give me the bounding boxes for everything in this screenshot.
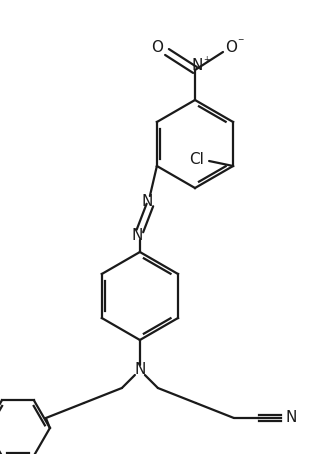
Text: $^+$: $^+$ [202,55,212,65]
Text: N: N [141,193,153,208]
Text: N: N [191,58,203,73]
Text: N: N [134,362,145,377]
Text: N: N [131,228,143,243]
Text: N: N [285,410,296,425]
Text: Cl: Cl [189,152,203,167]
Text: $^-$: $^-$ [237,37,246,47]
Text: O: O [225,40,237,55]
Text: O: O [151,40,163,55]
